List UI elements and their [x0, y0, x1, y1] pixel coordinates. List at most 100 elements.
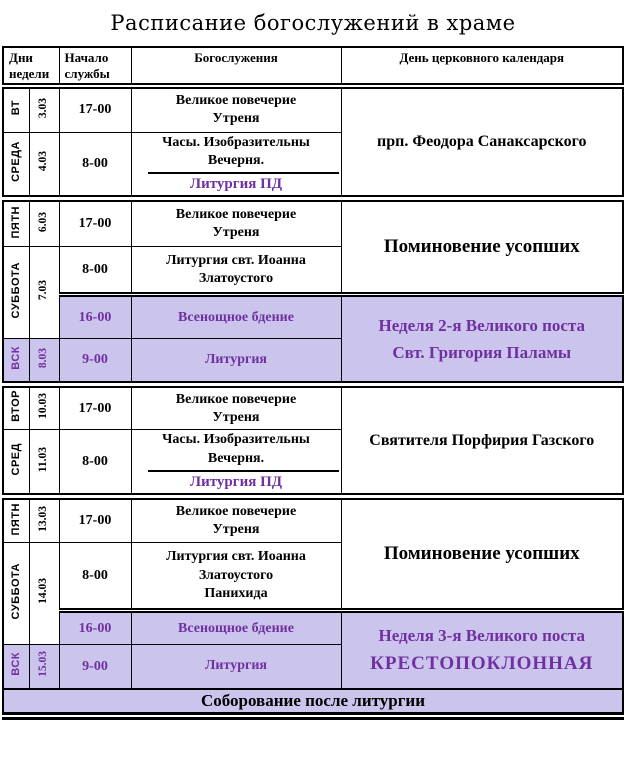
service-line: Великое повечерие — [175, 207, 297, 223]
calendar-cell: прп. Феодора Санаксарского — [340, 85, 624, 200]
time-cell: 17-00 — [58, 195, 132, 248]
date-label: 13.03 — [37, 505, 50, 532]
row-sun2: ВСК 15.03 9-00 Литургия — [2, 644, 623, 690]
day-cell: ВТ — [2, 85, 30, 133]
row-fri2: ПЯТН 13.03 17-00 Великое повечерие Утрен… — [2, 493, 624, 612]
day-cell: ВСК — [2, 644, 30, 690]
time-cell: 8-00 — [58, 131, 132, 200]
page-title: Расписание богослужений в храме — [110, 11, 516, 35]
service-line: Златоустого — [198, 270, 274, 286]
day-cell: ПЯТН — [2, 195, 30, 248]
service-line: Часы. Изобразительны — [162, 432, 310, 448]
date-label: 7.03 — [37, 280, 50, 301]
header-start-time: Начало службы — [58, 46, 132, 89]
date-label: 15.03 — [37, 651, 50, 677]
row-tue2: ВТОР 10.03 17-00 Великое повечерие Утрен… — [2, 381, 624, 498]
services-cell: Великое повечерие Утреня — [130, 85, 342, 133]
date-cell: 15.03 — [28, 644, 60, 690]
service-line: Литургия свт. Иоанна — [166, 252, 306, 268]
day-cell: СРЕДА — [2, 131, 30, 200]
day-cell: ВСК — [2, 338, 30, 386]
time-cell: 8-00 — [58, 542, 132, 612]
services-cell: Литургия свт. Иоанна Златоустого Панихид… — [130, 542, 342, 612]
time-cell: 8-00 — [58, 246, 132, 296]
date-cell: 4.03 — [28, 131, 60, 200]
date-cell: 10.03 — [28, 381, 60, 431]
header-row: Дни недели Начало службы Богослужения Де… — [2, 46, 624, 89]
service-line: Всенощное бдение — [178, 309, 294, 325]
services-cell: Часы. Изобразительны Вечерня. Литургия П… — [130, 429, 342, 498]
time-cell: 17-00 — [58, 85, 132, 133]
time-cell: 16-00 — [58, 608, 132, 646]
day-cell: СУББОТА — [2, 542, 30, 646]
time-cell: 17-00 — [58, 493, 132, 544]
time-cell: 8-00 — [58, 429, 132, 498]
footer-row: Соборование после литургии — [2, 687, 624, 720]
day-label: СРЕД — [9, 443, 22, 476]
header-services: Богослужения — [130, 46, 342, 89]
service-line: Утреня — [212, 409, 260, 425]
service-line: Великое повечерие — [175, 391, 297, 407]
time-cell: 17-00 — [58, 381, 132, 431]
calendar-cell: Неделя 3-я Великого поста КРЕСТОПОКЛОННА… — [340, 608, 624, 690]
footer-note: Соборование после литургии — [2, 687, 624, 720]
date-cell: 3.03 — [28, 85, 60, 133]
day-label: СУББОТА — [9, 262, 22, 319]
day-cell: СРЕД — [2, 429, 30, 498]
liturgy-label: Литургия ПД — [189, 175, 283, 192]
calendar-line: КРЕСТОПОКЛОННАЯ — [370, 653, 594, 674]
service-line: Литургия — [205, 352, 267, 368]
date-label: 11.03 — [37, 446, 50, 472]
date-label: 4.03 — [37, 151, 50, 172]
schedule-table: Дни недели Начало службы Богослужения Де… — [2, 46, 624, 720]
services-cell: Литургия — [130, 338, 342, 386]
calendar-line: Неделя 2-я Великого поста — [378, 315, 585, 335]
day-label: ВСК — [9, 652, 22, 676]
separator-line — [147, 469, 339, 472]
service-line: Литургия — [205, 658, 267, 674]
day-label: СРЕДА — [9, 140, 22, 182]
service-line: Литургия свт. Иоанна — [166, 549, 306, 565]
date-label: 10.03 — [37, 393, 50, 420]
service-line: Вечерня. — [207, 450, 265, 466]
row-sat2-vigil: 16-00 Всенощное бдение Неделя 3-я Велико… — [3, 608, 624, 690]
calendar-cell: Неделя 2-я Великого поста Свт. Григория … — [340, 292, 624, 386]
date-label: 6.03 — [37, 211, 50, 232]
services-cell: Часы. Изобразительны Вечерня. Литургия П… — [130, 131, 342, 200]
calendar-line: Неделя 3-я Великого поста — [378, 626, 585, 645]
calendar-cell: Поминовение усопших — [340, 493, 624, 612]
row-fri: ПЯТН 6.03 17-00 Великое повечерие Утреня… — [2, 195, 624, 296]
services-cell: Литургия свт. Иоанна Златоустого — [130, 246, 342, 296]
row-wed: СРЕДА 4.03 8-00 Часы. Изобразительны Веч… — [2, 131, 623, 200]
row-tue: ВТ 3.03 17-00 Великое повечерие Утреня п… — [2, 85, 624, 200]
row-sun: ВСК 8.03 9-00 Литургия — [2, 338, 623, 386]
service-line: Утреня — [212, 522, 260, 538]
day-label: ВТОР — [9, 390, 22, 423]
day-cell: ВТОР — [2, 381, 30, 431]
header-calendar: День церковного календаря — [340, 46, 624, 89]
time-cell: 9-00 — [58, 644, 132, 690]
services-cell: Великое повечерие Утреня — [130, 195, 342, 248]
service-line: Утреня — [212, 225, 260, 241]
service-line: Всенощное бдение — [178, 620, 294, 636]
date-cell: 11.03 — [28, 429, 60, 498]
services-cell: Всенощное бдение — [130, 608, 342, 646]
date-label: 3.03 — [37, 97, 50, 118]
time-cell: 16-00 — [58, 292, 132, 340]
day-cell: СУББОТА — [2, 246, 30, 340]
date-label: 14.03 — [37, 578, 50, 605]
day-label: ПЯТН — [9, 502, 22, 535]
day-label: СУББОТА — [9, 563, 22, 620]
service-line: Вечерня. — [207, 152, 265, 168]
day-label: ПЯТН — [9, 205, 22, 239]
day-label: ВТ — [9, 100, 22, 116]
service-line: Утреня — [212, 111, 260, 127]
date-cell: 6.03 — [28, 195, 60, 248]
services-cell: Всенощное бдение — [130, 292, 342, 340]
day-cell: ПЯТН — [2, 493, 30, 544]
date-cell: 13.03 — [28, 493, 60, 544]
row-sat-vigil: 16-00 Всенощное бдение Неделя 2-я Велико… — [3, 292, 624, 386]
service-line: Великое повечерие — [175, 504, 297, 520]
liturgy-label: Литургия ПД — [189, 473, 283, 490]
